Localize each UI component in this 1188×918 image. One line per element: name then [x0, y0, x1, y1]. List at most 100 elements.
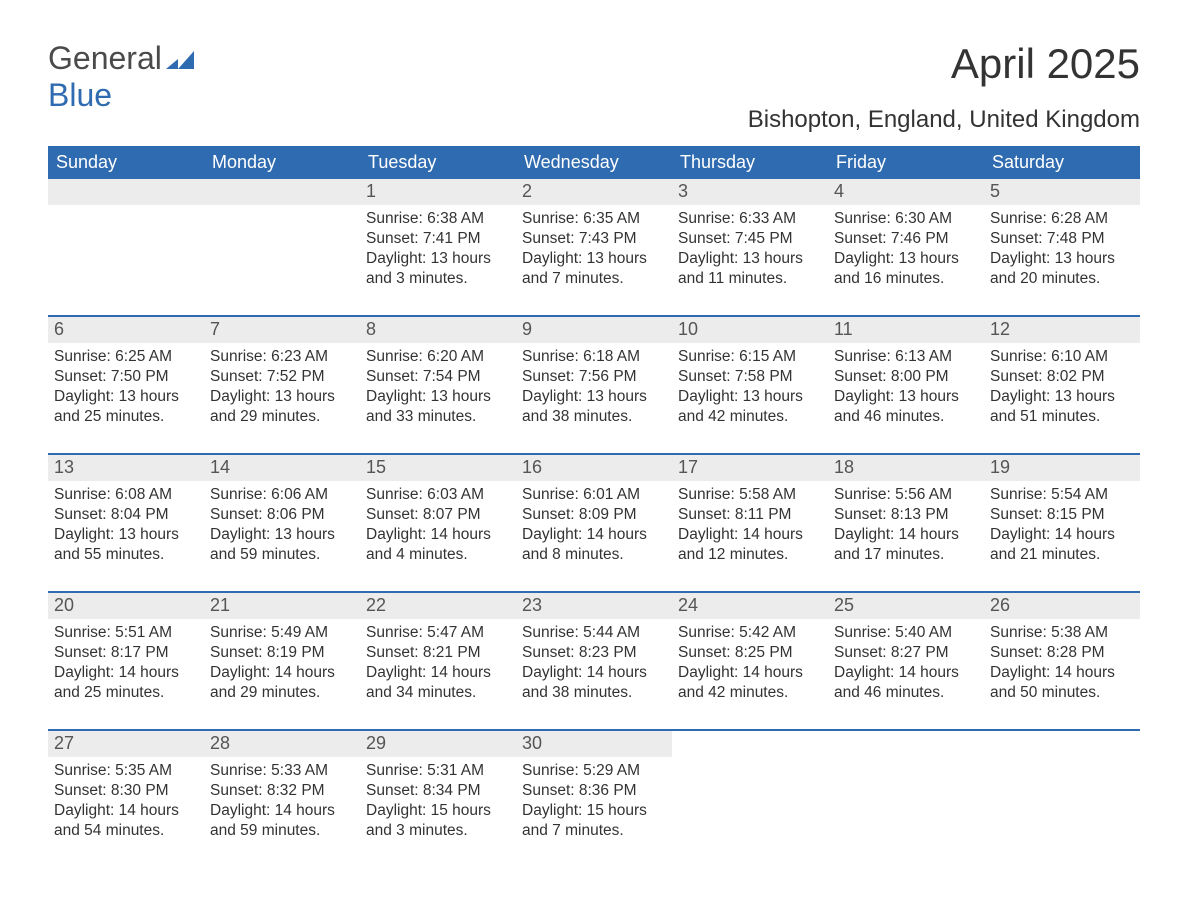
day-line: Sunset: 8:00 PM	[834, 367, 978, 387]
day-body: Sunrise: 5:54 AMSunset: 8:15 PMDaylight:…	[984, 481, 1140, 581]
day-line: Sunset: 8:06 PM	[210, 505, 354, 525]
day-cell: 30Sunrise: 5:29 AMSunset: 8:36 PMDayligh…	[516, 731, 672, 857]
logo: General Blue	[48, 40, 194, 114]
day-body	[828, 757, 984, 857]
day-number: 17	[672, 455, 828, 481]
day-body: Sunrise: 5:49 AMSunset: 8:19 PMDaylight:…	[204, 619, 360, 719]
day-number: 16	[516, 455, 672, 481]
day-cell: 3Sunrise: 6:33 AMSunset: 7:45 PMDaylight…	[672, 179, 828, 305]
day-line: and 17 minutes.	[834, 545, 978, 565]
day-cell: 20Sunrise: 5:51 AMSunset: 8:17 PMDayligh…	[48, 593, 204, 719]
day-line: Daylight: 14 hours	[210, 801, 354, 821]
day-line: Daylight: 13 hours	[834, 387, 978, 407]
day-line: Sunset: 7:43 PM	[522, 229, 666, 249]
day-body	[204, 205, 360, 305]
week-row: 13Sunrise: 6:08 AMSunset: 8:04 PMDayligh…	[48, 453, 1140, 581]
day-line: Daylight: 13 hours	[54, 387, 198, 407]
day-line: Sunset: 8:07 PM	[366, 505, 510, 525]
day-line: and 55 minutes.	[54, 545, 198, 565]
day-cell: 17Sunrise: 5:58 AMSunset: 8:11 PMDayligh…	[672, 455, 828, 581]
day-body: Sunrise: 5:31 AMSunset: 8:34 PMDaylight:…	[360, 757, 516, 857]
day-line: Daylight: 14 hours	[678, 663, 822, 683]
day-body: Sunrise: 5:33 AMSunset: 8:32 PMDaylight:…	[204, 757, 360, 857]
day-cell: 22Sunrise: 5:47 AMSunset: 8:21 PMDayligh…	[360, 593, 516, 719]
month-title: April 2025	[748, 40, 1140, 88]
day-body: Sunrise: 6:33 AMSunset: 7:45 PMDaylight:…	[672, 205, 828, 305]
day-body: Sunrise: 6:28 AMSunset: 7:48 PMDaylight:…	[984, 205, 1140, 305]
day-number: 2	[516, 179, 672, 205]
day-line: Sunrise: 5:35 AM	[54, 761, 198, 781]
day-line: Daylight: 13 hours	[210, 525, 354, 545]
day-line: Sunrise: 5:42 AM	[678, 623, 822, 643]
day-line: Sunset: 8:15 PM	[990, 505, 1134, 525]
day-line: and 42 minutes.	[678, 407, 822, 427]
day-line: Sunrise: 6:06 AM	[210, 485, 354, 505]
day-body	[984, 757, 1140, 857]
day-body: Sunrise: 6:38 AMSunset: 7:41 PMDaylight:…	[360, 205, 516, 305]
day-line: Daylight: 14 hours	[210, 663, 354, 683]
day-line: Sunset: 8:32 PM	[210, 781, 354, 801]
day-line: Sunrise: 5:29 AM	[522, 761, 666, 781]
day-number: 4	[828, 179, 984, 205]
day-body: Sunrise: 6:08 AMSunset: 8:04 PMDaylight:…	[48, 481, 204, 581]
day-cell: 9Sunrise: 6:18 AMSunset: 7:56 PMDaylight…	[516, 317, 672, 443]
day-body: Sunrise: 6:35 AMSunset: 7:43 PMDaylight:…	[516, 205, 672, 305]
day-number: 25	[828, 593, 984, 619]
day-body: Sunrise: 6:13 AMSunset: 8:00 PMDaylight:…	[828, 343, 984, 443]
dow-monday: Monday	[204, 146, 360, 179]
day-number: 29	[360, 731, 516, 757]
calendar-grid: SundayMondayTuesdayWednesdayThursdayFrid…	[48, 146, 1140, 857]
day-line: Sunrise: 5:56 AM	[834, 485, 978, 505]
day-line: Daylight: 14 hours	[54, 663, 198, 683]
day-line: and 25 minutes.	[54, 683, 198, 703]
day-line: Sunrise: 6:25 AM	[54, 347, 198, 367]
day-line: and 25 minutes.	[54, 407, 198, 427]
dow-friday: Friday	[828, 146, 984, 179]
day-number: 30	[516, 731, 672, 757]
day-line: Sunrise: 5:58 AM	[678, 485, 822, 505]
day-cell	[984, 731, 1140, 857]
day-line: Daylight: 13 hours	[522, 249, 666, 269]
day-number: 15	[360, 455, 516, 481]
day-body: Sunrise: 6:10 AMSunset: 8:02 PMDaylight:…	[984, 343, 1140, 443]
day-body: Sunrise: 5:44 AMSunset: 8:23 PMDaylight:…	[516, 619, 672, 719]
day-number: 7	[204, 317, 360, 343]
logo-word-2: Blue	[48, 77, 112, 113]
day-line: Daylight: 13 hours	[990, 387, 1134, 407]
day-cell: 4Sunrise: 6:30 AMSunset: 7:46 PMDaylight…	[828, 179, 984, 305]
day-body: Sunrise: 5:40 AMSunset: 8:27 PMDaylight:…	[828, 619, 984, 719]
day-line: Sunrise: 6:13 AM	[834, 347, 978, 367]
day-cell	[204, 179, 360, 305]
location-subtitle: Bishopton, England, United Kingdom	[748, 106, 1140, 134]
day-line: and 51 minutes.	[990, 407, 1134, 427]
day-number: 10	[672, 317, 828, 343]
day-line: and 29 minutes.	[210, 683, 354, 703]
day-number: 6	[48, 317, 204, 343]
day-number: 5	[984, 179, 1140, 205]
day-line: Daylight: 13 hours	[678, 387, 822, 407]
day-body: Sunrise: 6:18 AMSunset: 7:56 PMDaylight:…	[516, 343, 672, 443]
header: General Blue April 2025 Bishopton, Engla…	[48, 40, 1140, 134]
day-number: 27	[48, 731, 204, 757]
day-line: Daylight: 14 hours	[54, 801, 198, 821]
day-number	[48, 179, 204, 205]
day-line: Sunrise: 6:08 AM	[54, 485, 198, 505]
day-line: and 3 minutes.	[366, 821, 510, 841]
day-line: Sunset: 7:46 PM	[834, 229, 978, 249]
day-number	[828, 731, 984, 757]
dow-wednesday: Wednesday	[516, 146, 672, 179]
day-line: and 59 minutes.	[210, 545, 354, 565]
day-line: and 16 minutes.	[834, 269, 978, 289]
day-line: and 38 minutes.	[522, 407, 666, 427]
day-line: Sunset: 7:56 PM	[522, 367, 666, 387]
day-line: Sunrise: 6:15 AM	[678, 347, 822, 367]
day-line: Sunset: 8:25 PM	[678, 643, 822, 663]
day-line: and 8 minutes.	[522, 545, 666, 565]
title-block: April 2025 Bishopton, England, United Ki…	[748, 40, 1140, 134]
day-line: Sunset: 7:52 PM	[210, 367, 354, 387]
day-line: Sunrise: 5:49 AM	[210, 623, 354, 643]
day-line: and 11 minutes.	[678, 269, 822, 289]
day-cell: 16Sunrise: 6:01 AMSunset: 8:09 PMDayligh…	[516, 455, 672, 581]
day-cell: 14Sunrise: 6:06 AMSunset: 8:06 PMDayligh…	[204, 455, 360, 581]
day-line: Daylight: 15 hours	[366, 801, 510, 821]
